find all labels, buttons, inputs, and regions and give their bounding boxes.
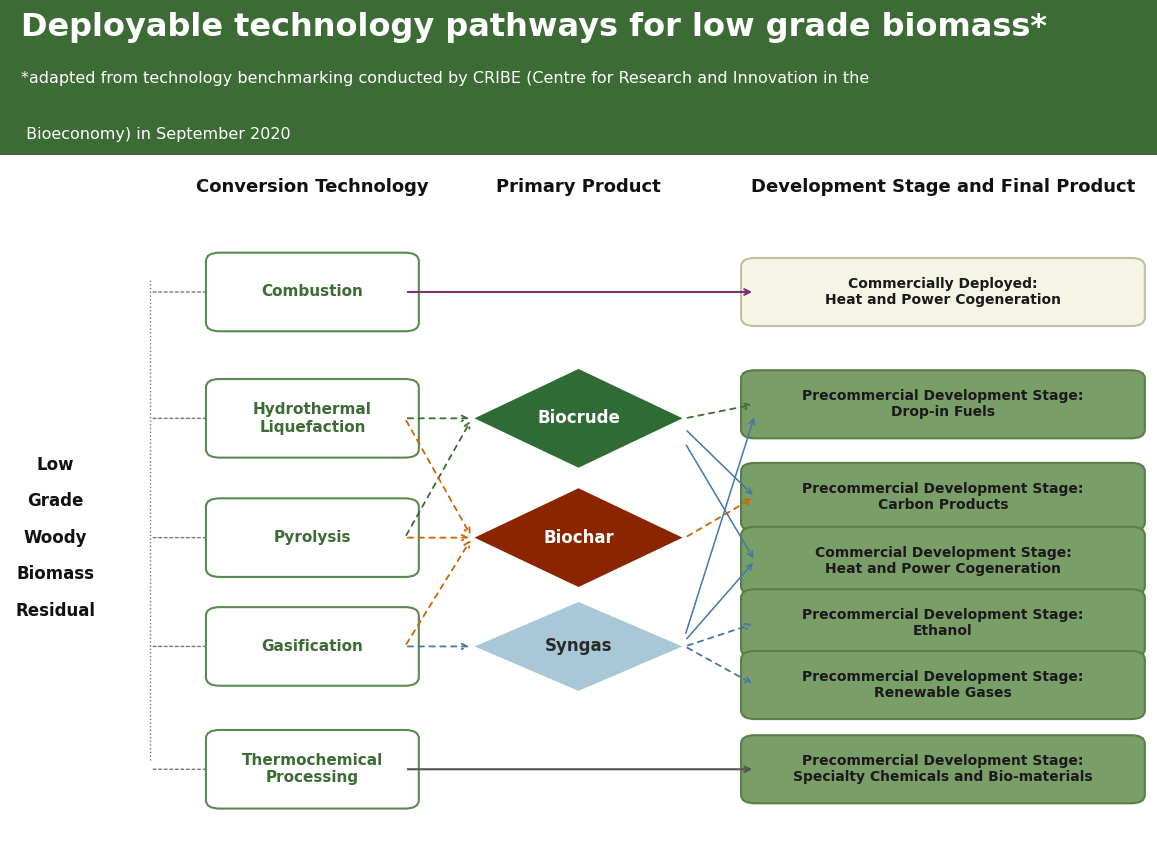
FancyBboxPatch shape: [206, 498, 419, 577]
FancyBboxPatch shape: [740, 370, 1145, 438]
FancyBboxPatch shape: [740, 258, 1145, 326]
Text: Biocrude: Biocrude: [537, 410, 620, 428]
Text: *adapted from technology benchmarking conducted by CRIBE (Centre for Research an: *adapted from technology benchmarking co…: [21, 71, 869, 87]
Text: Primary Product: Primary Product: [496, 177, 661, 195]
FancyBboxPatch shape: [206, 607, 419, 686]
FancyBboxPatch shape: [740, 651, 1145, 719]
Text: Precommercial Development Stage:
Renewable Gases: Precommercial Development Stage: Renewab…: [802, 670, 1084, 700]
Text: Residual: Residual: [15, 602, 96, 620]
FancyBboxPatch shape: [206, 253, 419, 332]
Text: Pyrolysis: Pyrolysis: [274, 530, 351, 545]
FancyBboxPatch shape: [740, 463, 1145, 531]
Text: Hydrothermal
Liquefaction: Hydrothermal Liquefaction: [253, 402, 371, 434]
Polygon shape: [472, 368, 685, 469]
Text: Gasification: Gasification: [261, 639, 363, 654]
Text: Deployable technology pathways for low grade biomass*: Deployable technology pathways for low g…: [21, 12, 1047, 44]
Text: Commercial Development Stage:
Heat and Power Cogeneration: Commercial Development Stage: Heat and P…: [815, 546, 1071, 576]
Text: Thermochemical
Processing: Thermochemical Processing: [242, 753, 383, 786]
Text: Commercially Deployed:
Heat and Power Cogeneration: Commercially Deployed: Heat and Power Co…: [825, 277, 1061, 307]
Text: Biochar: Biochar: [543, 529, 614, 547]
Text: Precommercial Development Stage:
Carbon Products: Precommercial Development Stage: Carbon …: [802, 482, 1084, 512]
Text: Precommercial Development Stage:
Ethanol: Precommercial Development Stage: Ethanol: [802, 608, 1084, 638]
FancyBboxPatch shape: [740, 735, 1145, 803]
Polygon shape: [472, 487, 685, 588]
FancyBboxPatch shape: [0, 0, 1157, 155]
Text: Biomass: Biomass: [16, 565, 95, 583]
Text: Precommercial Development Stage:
Specialty Chemicals and Bio-materials: Precommercial Development Stage: Special…: [794, 754, 1092, 784]
Text: Bioeconomy) in September 2020: Bioeconomy) in September 2020: [21, 127, 290, 142]
Text: Woody: Woody: [24, 529, 87, 547]
Polygon shape: [472, 601, 685, 692]
Text: Conversion Technology: Conversion Technology: [196, 177, 429, 195]
Text: Development Stage and Final Product: Development Stage and Final Product: [751, 177, 1135, 195]
FancyBboxPatch shape: [740, 590, 1145, 657]
FancyBboxPatch shape: [740, 527, 1145, 595]
Text: Grade: Grade: [28, 492, 83, 510]
FancyBboxPatch shape: [206, 379, 419, 458]
Text: Low: Low: [37, 456, 74, 474]
Text: Syngas: Syngas: [545, 638, 612, 656]
Text: Combustion: Combustion: [261, 285, 363, 299]
Text: Precommercial Development Stage:
Drop-in Fuels: Precommercial Development Stage: Drop-in…: [802, 389, 1084, 419]
FancyBboxPatch shape: [206, 730, 419, 808]
